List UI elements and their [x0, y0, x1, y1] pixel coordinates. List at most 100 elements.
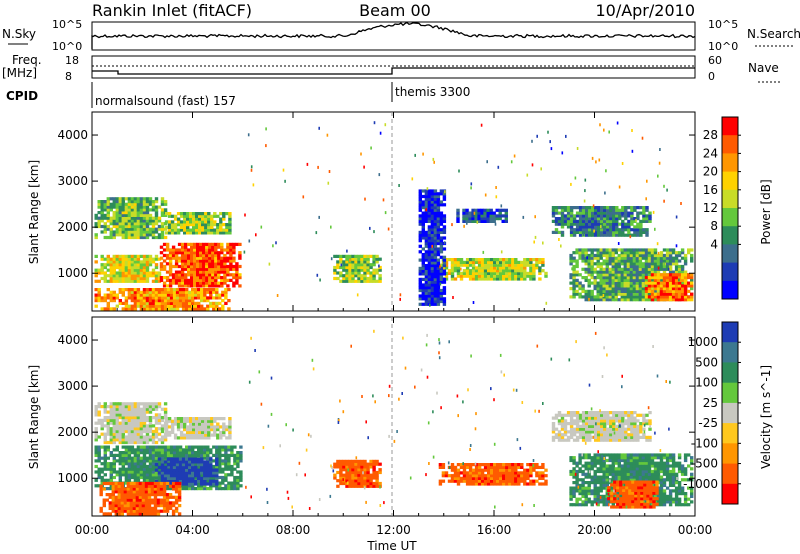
heatmap-cell	[620, 270, 624, 274]
heatmap-cell	[204, 223, 208, 227]
heatmap-cell	[197, 290, 201, 294]
heatmap-cell	[138, 504, 143, 508]
heatmap-cell	[221, 470, 225, 474]
heatmap-cell	[139, 230, 144, 234]
heatmap-cell	[151, 290, 156, 294]
heatmap-cell	[148, 429, 153, 434]
heatmap-cell	[191, 457, 195, 461]
heatmap-cell	[97, 288, 101, 292]
heatmap-cell	[186, 436, 190, 440]
heatmap-cell	[221, 293, 225, 297]
heatmap-cell	[193, 248, 197, 252]
heatmap-cell	[614, 270, 618, 274]
heatmap-cell	[97, 418, 101, 422]
heatmap-cell	[206, 468, 210, 472]
heatmap-cell	[205, 276, 209, 280]
heatmap-cell	[139, 271, 144, 275]
heatmap-cell	[157, 471, 162, 475]
heatmap-cell	[210, 220, 214, 224]
heatmap-cell	[477, 217, 481, 221]
heatmap-cell	[229, 264, 233, 269]
heatmap-cell	[178, 479, 183, 483]
heatmap-cell	[584, 262, 588, 266]
heatmap-cell	[106, 200, 110, 204]
heatmap-cell	[578, 281, 582, 285]
heatmap-cell	[115, 200, 119, 204]
heatmap-cell	[181, 487, 186, 491]
heatmap-cell	[585, 230, 589, 234]
heatmap-cell	[229, 273, 233, 277]
heatmap-cell	[160, 290, 165, 294]
heatmap-cell	[130, 475, 135, 480]
heatmap-cell	[659, 298, 664, 302]
heatmap-cell	[351, 257, 355, 261]
heatmap-cell	[199, 273, 203, 277]
heatmap-cell	[193, 251, 197, 255]
scatter-echo	[500, 250, 503, 254]
heatmap-cell	[194, 482, 198, 486]
heatmap-cell	[459, 258, 464, 262]
heatmap-cell	[207, 433, 211, 437]
heatmap-cell	[214, 273, 218, 277]
heatmap-cell	[489, 211, 493, 215]
heatmap-cell	[106, 235, 110, 240]
heatmap-cell	[145, 301, 150, 305]
heatmap-cell	[638, 289, 643, 293]
heatmap-cell	[115, 432, 119, 436]
heatmap-cell	[336, 484, 340, 488]
heatmap-cell	[563, 206, 568, 210]
heatmap-cell	[130, 438, 135, 442]
heatmap-cell	[124, 451, 129, 455]
heatmap-cell	[94, 459, 98, 463]
heatmap-cell	[427, 233, 432, 237]
heatmap-cell	[641, 256, 646, 260]
heatmap-cell	[162, 259, 167, 263]
heatmap-cell	[127, 268, 132, 272]
heatmap-cell	[129, 504, 134, 508]
heatmap-cell	[139, 213, 144, 217]
heatmap-cell	[615, 206, 619, 210]
heatmap-cell	[136, 230, 141, 234]
heatmap-cell	[199, 276, 203, 280]
heatmap-cell	[430, 203, 435, 207]
heatmap-cell	[174, 262, 179, 266]
heatmap-cell	[632, 267, 637, 271]
heatmap-cell	[439, 241, 444, 246]
heatmap-cell	[186, 425, 190, 429]
heatmap-cell	[136, 478, 141, 482]
heatmap-cell	[168, 278, 173, 282]
heatmap-cell	[217, 259, 221, 263]
heatmap-cell	[127, 257, 132, 261]
heatmap-cell	[168, 484, 173, 488]
heatmap-cell	[157, 293, 162, 297]
heatmap-cell	[563, 222, 568, 226]
heatmap-cell	[228, 417, 232, 421]
heatmap-cell	[439, 228, 444, 232]
heatmap-cell	[418, 197, 422, 201]
heatmap-cell	[145, 279, 150, 283]
heatmap-cell	[204, 433, 208, 437]
heatmap-cell	[450, 274, 455, 278]
heatmap-cell	[201, 212, 205, 216]
heatmap-cell	[188, 471, 192, 475]
heatmap-cell	[480, 214, 484, 218]
heatmap-cell	[142, 208, 147, 212]
heatmap-cell	[614, 262, 618, 266]
heatmap-cell	[142, 464, 147, 469]
heatmap-cell	[164, 428, 169, 432]
heatmap-cell	[100, 299, 104, 303]
heatmap-cell	[505, 274, 509, 278]
heatmap-cell	[209, 451, 213, 455]
heatmap-cell	[118, 216, 122, 220]
heatmap-cell	[157, 413, 162, 417]
heatmap-cell	[342, 274, 346, 278]
heatmap-cell	[665, 251, 670, 255]
heatmap-cell	[197, 481, 201, 485]
heatmap-cell	[185, 299, 189, 303]
heatmap-cell	[647, 287, 652, 291]
heatmap-cell	[109, 402, 113, 406]
heatmap-cell	[632, 251, 637, 255]
heatmap-cell	[103, 235, 107, 240]
heatmap-cell	[139, 416, 144, 420]
heatmap-cell	[148, 475, 153, 480]
